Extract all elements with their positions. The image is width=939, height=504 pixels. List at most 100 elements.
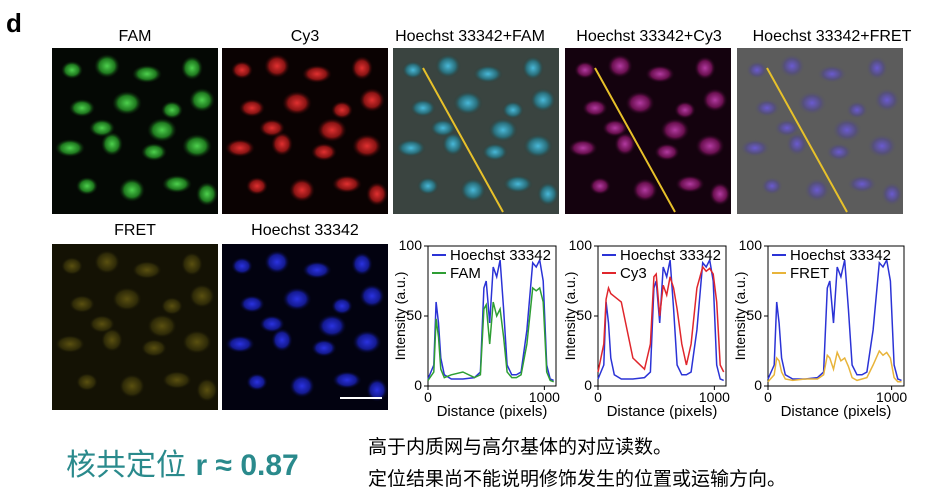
legend-label: Hoechst 33342 — [620, 247, 721, 264]
cell-blob — [246, 177, 268, 195]
y-tick-label: 100 — [399, 237, 423, 253]
cell-blob — [804, 178, 830, 202]
legend-label: Cy3 — [620, 265, 647, 282]
micrograph-fam — [52, 48, 218, 214]
cell-blob — [402, 61, 424, 79]
cell-blob — [264, 250, 290, 274]
cell-blob — [225, 139, 255, 157]
cell-blob — [847, 175, 877, 193]
cell-blob — [779, 54, 805, 78]
series-line — [767, 257, 902, 382]
cell-blob — [786, 132, 808, 156]
cell-blob — [797, 91, 827, 115]
cell-blob — [614, 132, 636, 156]
y-tick-label: 0 — [584, 377, 592, 393]
cell-blob — [826, 143, 852, 161]
cell-blob — [582, 99, 608, 117]
cell-blob — [660, 118, 690, 142]
cell-blob — [331, 101, 353, 119]
cell-blob — [740, 139, 770, 157]
micrograph-hoechst — [222, 244, 388, 410]
cell-blob — [351, 252, 373, 276]
cell-blob — [332, 371, 362, 389]
title-hoechst-cy3: Hoechst 33342+Cy3 — [576, 28, 722, 45]
cell-blob — [196, 378, 218, 402]
panel-letter: d — [6, 8, 22, 38]
cell-blob — [89, 315, 115, 333]
line-profile — [422, 67, 504, 213]
cell-blob — [453, 91, 483, 115]
cell-blob — [351, 56, 373, 80]
cell-blob — [675, 175, 705, 193]
y-axis-label: Intensity (a.u.) — [562, 272, 578, 361]
cell-blob — [264, 54, 290, 78]
cell-blob — [761, 177, 783, 195]
cell-blob — [867, 134, 897, 158]
cell-blob — [302, 261, 332, 279]
cell-blob — [331, 297, 353, 315]
cell-blob — [366, 378, 388, 402]
cell-blob — [881, 182, 903, 206]
cell-blob — [488, 118, 518, 142]
cell-blob — [754, 99, 780, 117]
colocalization-caption: 核共定位 r ≈ 0.87 — [66, 440, 299, 484]
cell-blob — [132, 261, 162, 279]
cell-blob — [846, 101, 868, 119]
cell-blob — [625, 91, 655, 115]
cell-blob — [181, 252, 203, 276]
cell-blob — [76, 373, 98, 391]
series-line — [767, 349, 902, 383]
cell-blob — [69, 99, 95, 117]
cell-blob — [55, 139, 85, 157]
cell-blob — [632, 178, 658, 202]
cell-blob — [141, 339, 167, 357]
cell-blob — [430, 119, 456, 137]
cell-blob — [396, 139, 426, 157]
cell-blob — [189, 284, 215, 308]
cell-blob — [574, 61, 596, 79]
cell-blob — [366, 182, 388, 206]
cell-blob — [874, 88, 900, 112]
cell-blob — [410, 99, 436, 117]
x-axis-label: Distance (pixels) — [781, 403, 892, 420]
cell-blob — [55, 335, 85, 353]
cell-blob — [311, 339, 337, 357]
cell-blob — [746, 61, 768, 79]
cell-blob — [694, 56, 716, 80]
cell-blob — [774, 119, 800, 137]
cell-blob — [602, 119, 628, 137]
series-line — [597, 257, 724, 382]
title-fam: FAM — [118, 28, 152, 45]
cell-blob — [61, 61, 83, 79]
y-tick-label: 50 — [406, 307, 422, 323]
cell-blob — [674, 101, 696, 119]
cell-blob — [523, 134, 553, 158]
cell-blob — [522, 56, 544, 80]
x-axis-label: Distance (pixels) — [607, 403, 718, 420]
cell-blob — [182, 134, 212, 158]
cell-blob — [654, 143, 680, 161]
series-line — [427, 286, 554, 383]
y-tick-label: 100 — [569, 237, 593, 253]
micrograph-hoechst-fam — [393, 48, 559, 214]
line-profile — [766, 67, 848, 213]
cell-blob — [709, 182, 731, 206]
cell-blob — [589, 177, 611, 195]
cell-blob — [61, 257, 83, 275]
note-line-2: 定位结果尚不能说明修饰发生的位置或运输方向。 — [368, 468, 787, 490]
cell-blob — [289, 374, 315, 398]
title-hoechst-fam: Hoechst 33342+FAM — [395, 28, 545, 45]
micrograph-hoechst-fret — [737, 48, 903, 214]
cell-blob — [239, 99, 265, 117]
micrograph-fret — [52, 244, 218, 410]
micrograph-cy3 — [222, 48, 388, 214]
cell-blob — [94, 250, 120, 274]
cell-blob — [417, 177, 439, 195]
cell-blob — [352, 330, 382, 354]
cell-blob — [161, 101, 183, 119]
x-tick-label: 1000 — [876, 389, 907, 405]
cell-blob — [76, 177, 98, 195]
cell-blob — [119, 374, 145, 398]
